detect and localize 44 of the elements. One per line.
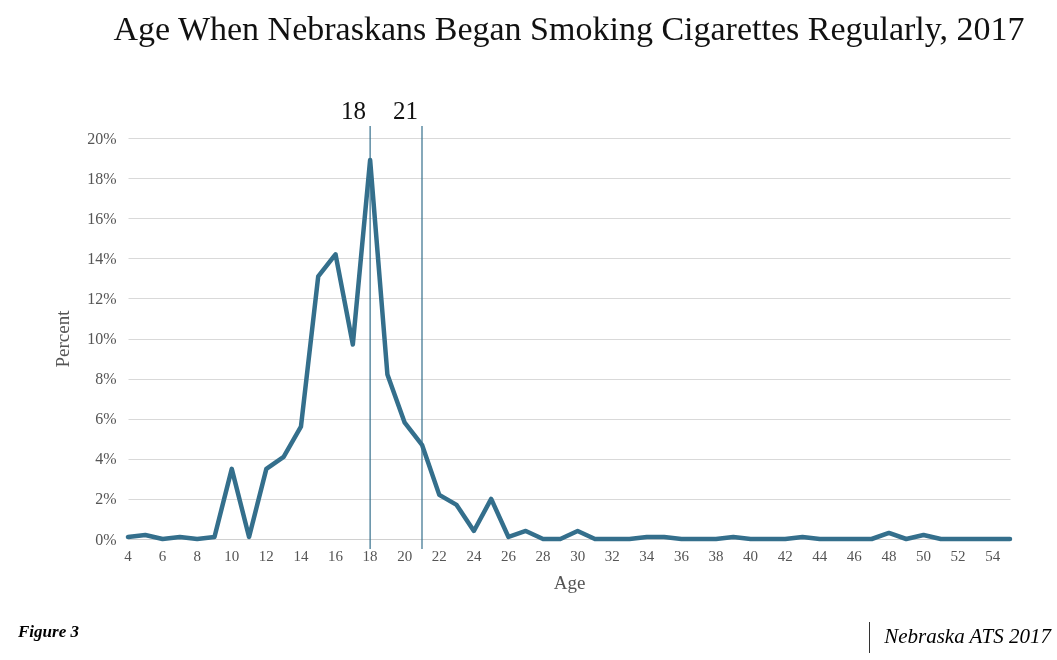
x-tick-label: 32 [604, 548, 620, 564]
x-tick-label: 26 [500, 548, 517, 564]
x-tick-label: 42 [777, 548, 793, 564]
x-tick-label: 8 [193, 548, 201, 564]
y-tick-label: 18% [87, 169, 117, 187]
y-tick-label: 0% [95, 530, 117, 548]
x-tick-label: 48 [881, 548, 897, 564]
x-tick-label: 52 [950, 548, 966, 564]
x-axis-title: Age [553, 571, 586, 593]
y-tick-label: 4% [95, 450, 117, 468]
x-tick-label: 16 [328, 548, 344, 564]
y-tick-label: 2% [95, 490, 117, 508]
x-tick-label: 18 [362, 548, 378, 564]
x-tick-label: 36 [673, 548, 690, 564]
x-tick-label: 30 [570, 548, 586, 564]
y-tick-label: 8% [95, 370, 117, 388]
x-tick-label: 24 [466, 548, 482, 564]
x-tick-label: 28 [535, 548, 551, 564]
y-tick-label: 20% [87, 129, 117, 147]
y-tick-label: 10% [87, 330, 117, 347]
x-tick-label: 44 [812, 548, 828, 564]
y-tick-label: 14% [87, 249, 117, 267]
x-tick-label: 22 [431, 548, 447, 564]
x-tick-label: 38 [708, 548, 724, 564]
y-tick-label: 6% [95, 410, 117, 428]
caption: Figure 3 [18, 622, 79, 642]
x-tick-label: 4 [124, 548, 133, 564]
y-tick-label: 12% [87, 289, 117, 307]
x-tick-label: 6 [158, 548, 167, 564]
x-tick-label: 12 [258, 548, 274, 564]
y-axis-title: Percent [52, 309, 74, 368]
text: Nebraska ATS 2017 [869, 622, 1051, 653]
x-tick-label: 20 [397, 548, 413, 564]
y-tick-label: 16% [87, 209, 117, 227]
x-tick-label: 46 [846, 548, 863, 564]
x-tick-label: 54 [985, 548, 1001, 564]
x-tick-label: 40 [743, 548, 759, 564]
x-tick-label: 14 [293, 548, 309, 564]
ref-line-label: 18 [341, 97, 367, 124]
x-tick-label: 34 [639, 548, 655, 564]
chart-title: Age When Nebraskans Began Smoking Cigarettes Regularly, 2017 [113, 10, 1025, 47]
x-tick-label: 50 [916, 548, 932, 564]
ref-line-label: 21 [393, 97, 418, 124]
x-tick-label: 10 [224, 548, 240, 564]
